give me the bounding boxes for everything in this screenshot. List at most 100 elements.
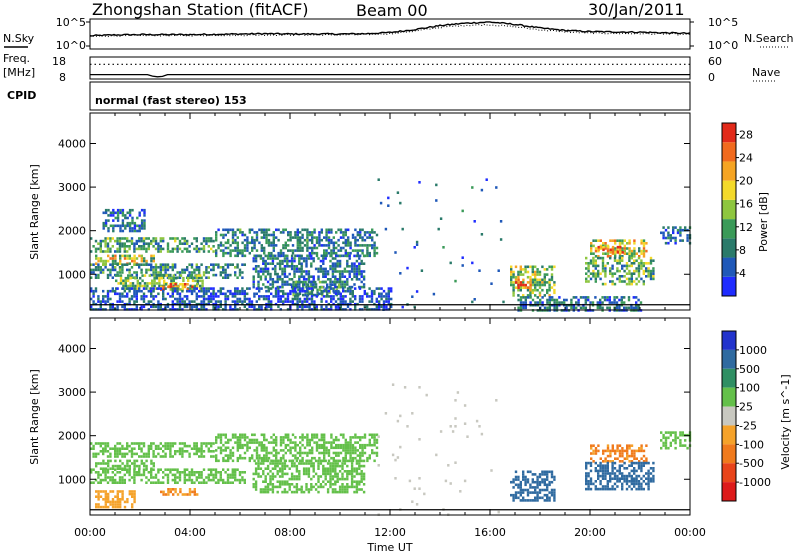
velocity-cell [344,456,347,460]
power-cell [565,306,568,310]
power-cell [259,278,263,281]
velocity-cell [251,454,254,457]
power-colorbar-swatch [722,123,736,143]
power-cell [529,296,532,299]
velocity-cell [183,450,186,453]
power-cell [306,238,309,242]
velocity-cell [589,487,593,491]
velocity-cell [341,472,344,476]
velocity-cell [652,480,655,483]
power-cell [118,266,122,269]
power-cell [128,239,131,243]
power-cell [375,297,378,301]
velocity-cell [344,438,347,442]
power-cell [279,308,282,311]
velocity-cell [159,481,162,484]
power-cell [649,269,653,273]
power-cell [297,280,300,284]
power-cell [271,278,275,281]
power-cell [385,300,388,303]
power-ytick-label: 4000 [58,138,86,151]
velocity-cell [305,472,308,476]
velocity-cell [143,464,146,468]
power-cell [99,268,102,272]
velocity-cell [676,436,680,440]
velocity-colorbar-frame [721,330,737,502]
velocity-cell [326,472,330,476]
power-cell [155,282,159,285]
velocity-cell [289,449,292,452]
power-cell [335,254,338,258]
power-cell [442,246,445,249]
power-cell [630,262,633,265]
power-cell [200,276,203,279]
power-cell [638,247,641,250]
power-cell [371,244,374,247]
power-cell [283,275,287,278]
velocity-cell [305,483,308,486]
velocity-cell [283,464,287,468]
power-cell [314,286,317,289]
power-cell [128,262,131,265]
power-cell [171,247,174,251]
velocity-cell [157,452,160,456]
velocity-cell [188,490,192,494]
velocity-cell [262,470,265,473]
power-cell [205,237,208,240]
power-cell [325,244,328,247]
velocity-cell [133,452,136,456]
power-cell [522,281,525,284]
power-cell [294,233,297,237]
velocity-cell [366,456,369,460]
velocity-cell [360,459,363,463]
velocity-cell [114,481,117,484]
velocity-cell [308,451,311,455]
velocity-cell [181,442,184,445]
velocity-cell [327,451,331,455]
power-cell [330,241,333,245]
power-cell [135,289,138,293]
velocity-colorbar-swatch [722,368,736,388]
power-cell [262,257,265,260]
power-cell [254,254,258,258]
power-cell [236,241,239,245]
power-cell [623,252,626,255]
velocity-cell [236,449,239,452]
velocity-cell [301,436,304,439]
velocity-cell [126,459,129,463]
power-cell [257,285,260,289]
velocity-cell [276,462,279,465]
power-colorbar-swatch [722,180,736,200]
power-cell [123,254,127,258]
velocity-cell [356,436,359,439]
velocity-cell [406,425,409,428]
power-cell [147,242,150,245]
power-cell [265,289,268,293]
power-cell [315,246,319,250]
power-cell [363,244,367,247]
velocity-cell [623,480,626,483]
velocity-cell [286,472,289,476]
power-cell [119,227,122,230]
velocity-cell [330,441,333,444]
power-cell [186,268,189,272]
power-cell [291,251,295,255]
power-cell [133,227,137,230]
power-cell [471,186,474,189]
velocity-cell [336,475,339,478]
power-cell [109,214,113,217]
velocity-cell [635,480,638,483]
power-cell [123,305,126,309]
velocity-cell [272,441,275,444]
velocity-cell [259,475,263,478]
velocity-cell [517,483,520,487]
velocity-cell [674,433,677,437]
velocity-cell [601,474,605,478]
power-cell [294,295,297,298]
velocity-cell [339,446,343,450]
velocity-cell [546,470,549,474]
velocity-cell [604,449,607,453]
power-cell [92,295,95,298]
power-cell [577,301,580,304]
velocity-cell [637,480,641,483]
